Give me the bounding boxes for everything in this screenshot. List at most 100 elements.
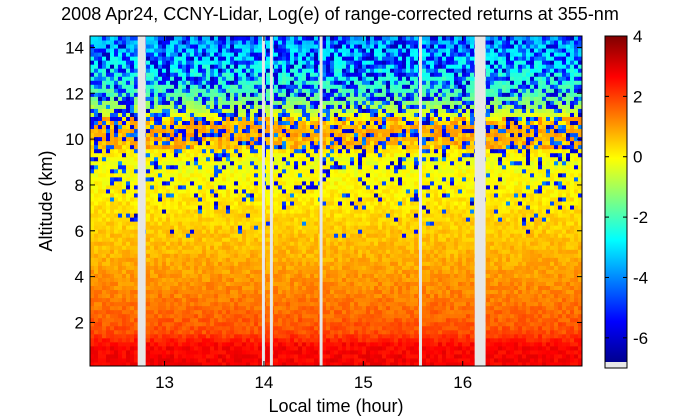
heatmap-cell xyxy=(338,309,343,315)
heatmap-cell xyxy=(294,353,299,359)
heatmap-cell xyxy=(562,225,567,230)
heatmap-cell xyxy=(94,261,99,266)
heatmap-cell xyxy=(290,253,295,258)
heatmap-cell xyxy=(150,225,155,230)
heatmap-cell xyxy=(578,305,583,311)
heatmap-cell xyxy=(342,325,347,331)
heatmap-cell xyxy=(242,269,247,274)
heatmap-cell xyxy=(294,325,299,331)
heatmap-cell xyxy=(310,325,315,331)
heatmap-cell xyxy=(314,329,319,335)
heatmap-cell xyxy=(162,285,167,291)
heatmap-cell xyxy=(550,285,555,291)
heatmap-cell xyxy=(134,237,139,242)
heatmap-cell xyxy=(566,281,571,287)
heatmap-cell xyxy=(542,265,547,270)
heatmap-cell xyxy=(118,281,123,287)
heatmap-cell xyxy=(518,317,523,323)
heatmap-cell xyxy=(190,249,195,254)
heatmap-cell xyxy=(502,325,507,331)
heatmap-cell xyxy=(498,313,503,319)
heatmap-cell xyxy=(310,273,315,278)
heatmap-cell xyxy=(286,281,291,287)
heatmap-cell xyxy=(314,229,319,234)
heatmap-cell xyxy=(106,357,111,363)
heatmap-cell xyxy=(246,217,251,222)
heatmap-cell xyxy=(358,221,363,226)
heatmap-cell xyxy=(294,221,299,226)
heatmap-cell xyxy=(214,297,219,303)
heatmap-cell xyxy=(118,225,123,230)
heatmap-cell xyxy=(150,357,155,363)
heatmap-cell xyxy=(190,333,195,339)
heatmap-cell xyxy=(226,325,231,331)
heatmap-cell xyxy=(322,361,327,367)
heatmap-cell xyxy=(234,337,239,343)
heatmap-cell xyxy=(198,221,203,226)
heatmap-cell xyxy=(214,233,219,238)
heatmap-cell xyxy=(398,281,403,287)
heatmap-cell xyxy=(226,321,231,327)
heatmap-cell xyxy=(134,345,139,351)
heatmap-cell xyxy=(494,361,499,367)
heatmap-cell xyxy=(450,325,455,331)
heatmap-cell xyxy=(154,341,159,347)
heatmap-cell xyxy=(230,289,235,295)
heatmap-cell xyxy=(310,285,315,291)
heatmap-cell xyxy=(234,333,239,339)
heatmap-cell xyxy=(302,229,307,234)
heatmap-cell xyxy=(234,313,239,319)
heatmap-cell xyxy=(346,233,351,238)
heatmap-cell xyxy=(522,293,527,299)
heatmap-cell xyxy=(122,217,127,222)
heatmap-cell xyxy=(190,341,195,347)
heatmap-cell xyxy=(562,253,567,258)
heatmap-cell xyxy=(214,257,219,262)
heatmap-cell xyxy=(358,353,363,359)
heatmap-cell xyxy=(578,309,583,315)
heatmap-cell xyxy=(234,289,239,295)
heatmap-cell xyxy=(194,313,199,319)
heatmap-cell xyxy=(518,213,523,218)
heatmap-cell xyxy=(242,257,247,262)
heatmap-cell xyxy=(118,233,123,238)
heatmap-cell xyxy=(342,281,347,287)
heatmap-cell xyxy=(286,241,291,246)
heatmap-cell xyxy=(202,273,207,278)
heatmap-cell xyxy=(122,253,127,258)
heatmap-cell xyxy=(394,353,399,359)
heatmap-cell xyxy=(306,349,311,355)
heatmap-cell xyxy=(402,321,407,327)
heatmap-cell xyxy=(494,257,499,262)
heatmap-cell xyxy=(254,349,259,355)
heatmap-cell xyxy=(562,237,567,242)
heatmap-cell xyxy=(558,213,563,218)
heatmap-cell xyxy=(514,245,519,250)
heatmap-cell xyxy=(254,333,259,339)
heatmap-cell xyxy=(190,201,195,206)
heatmap-cell xyxy=(174,301,179,307)
heatmap-cell xyxy=(578,245,583,250)
heatmap-cell xyxy=(94,329,99,335)
heatmap-cell xyxy=(214,245,219,250)
heatmap-cell xyxy=(94,289,99,295)
heatmap-cell xyxy=(102,361,107,367)
heatmap-cell xyxy=(114,273,119,278)
heatmap-cell xyxy=(242,353,247,359)
heatmap-cell xyxy=(574,261,579,266)
heatmap-cell xyxy=(310,233,315,238)
heatmap-cell xyxy=(378,217,383,222)
heatmap-cell xyxy=(486,353,491,359)
heatmap-cell xyxy=(166,253,171,258)
heatmap-cell xyxy=(498,333,503,339)
heatmap-cell xyxy=(366,209,371,214)
heatmap-cell xyxy=(462,245,467,250)
heatmap-cell xyxy=(298,325,303,331)
heatmap-cell xyxy=(554,265,559,270)
heatmap-cell xyxy=(370,261,375,266)
heatmap-cell xyxy=(574,293,579,299)
heatmap-cell xyxy=(394,265,399,270)
heatmap-cell xyxy=(430,353,435,359)
heatmap-cell xyxy=(158,341,163,347)
heatmap-cell xyxy=(130,297,135,303)
